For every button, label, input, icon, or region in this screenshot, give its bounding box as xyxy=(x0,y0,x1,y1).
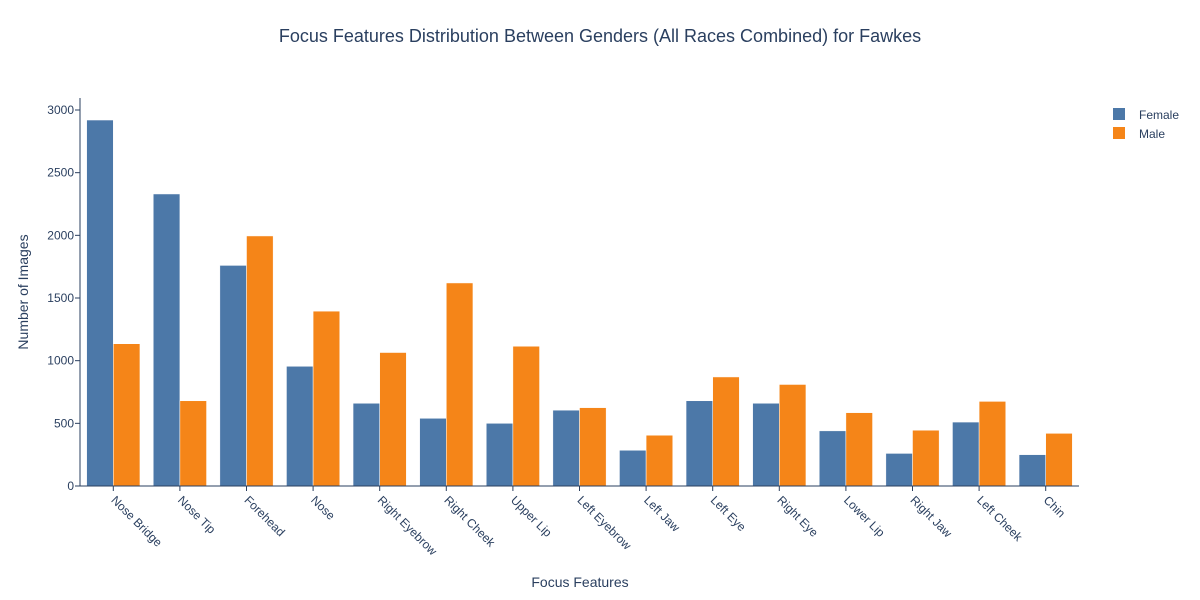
legend-label-male: Male xyxy=(1139,127,1165,141)
y-tick-label: 3000 xyxy=(47,103,74,117)
bar-male[interactable] xyxy=(113,343,141,487)
x-tick-label: Upper Lip xyxy=(508,493,555,540)
y-tick-label: 1500 xyxy=(47,291,74,305)
bar-male[interactable] xyxy=(179,400,207,487)
bar-female[interactable] xyxy=(419,418,447,487)
bar-female[interactable] xyxy=(219,265,247,487)
x-tick-label: Left Eye xyxy=(708,493,749,534)
bar-male[interactable] xyxy=(978,401,1006,487)
x-tick-label: Left Jaw xyxy=(641,493,683,535)
y-tick-label: 0 xyxy=(67,479,74,493)
bar-male[interactable] xyxy=(512,346,540,487)
x-tick-label: Chin xyxy=(1041,493,1068,520)
legend-swatch-female[interactable] xyxy=(1113,108,1125,120)
bar-female[interactable] xyxy=(286,366,314,487)
bar-female[interactable] xyxy=(619,450,647,487)
bar-male[interactable] xyxy=(312,310,340,487)
y-tick-label: 2000 xyxy=(47,228,74,242)
bar-male[interactable] xyxy=(379,352,407,487)
bar-male[interactable] xyxy=(246,235,274,487)
bar-female[interactable] xyxy=(819,430,847,487)
bar-male[interactable] xyxy=(446,282,474,487)
y-tick-label: 2500 xyxy=(47,166,74,180)
x-tick-label: Lower Lip xyxy=(841,493,888,540)
bar-male[interactable] xyxy=(912,429,940,487)
bar-male[interactable] xyxy=(579,407,607,487)
bar-male[interactable] xyxy=(1045,433,1073,487)
x-tick-label: Nose Bridge xyxy=(108,493,165,550)
bar-male[interactable] xyxy=(712,376,740,487)
x-tick-label: Right Cheek xyxy=(441,493,498,550)
x-axis-title: Focus Features xyxy=(531,574,628,590)
y-axis-title: Number of Images xyxy=(15,234,31,349)
bar-female[interactable] xyxy=(552,409,580,487)
x-tick-label: Forehead xyxy=(242,493,288,539)
x-tick-label: Left Eyebrow xyxy=(575,493,635,553)
legend-label-female: Female xyxy=(1139,108,1179,122)
bar-female[interactable] xyxy=(885,453,913,487)
y-tick-label: 500 xyxy=(54,416,74,430)
bar-male[interactable] xyxy=(845,412,873,487)
y-tick-label: 1000 xyxy=(47,354,74,368)
x-tick-label: Left Cheek xyxy=(974,493,1026,545)
x-tick-label: Right Jaw xyxy=(908,493,955,540)
legend-swatch-male[interactable] xyxy=(1113,127,1125,139)
legend[interactable]: Female Male xyxy=(1113,108,1179,141)
bar-female[interactable] xyxy=(685,400,713,487)
bar-female[interactable] xyxy=(752,403,780,487)
bar-female[interactable] xyxy=(1018,454,1046,487)
bar-male[interactable] xyxy=(645,434,673,487)
bar-female[interactable] xyxy=(86,119,114,487)
x-tick-label: Nose Tip xyxy=(175,493,219,537)
bar-female[interactable] xyxy=(153,193,181,487)
bar-female[interactable] xyxy=(352,403,380,487)
plot-area: 0 500 1000 1500 2000 2500 3000 Nose Bridge Nose … xyxy=(47,103,1073,558)
bar-female[interactable] xyxy=(486,423,514,487)
x-tick-label: Right Eye xyxy=(774,493,821,540)
x-tick-label: Right Eyebrow xyxy=(375,493,440,558)
bar-female[interactable] xyxy=(952,421,980,487)
bar-male[interactable] xyxy=(779,384,807,487)
chart-title: Focus Features Distribution Between Gend… xyxy=(279,26,921,46)
x-tick-label: Nose xyxy=(308,493,338,523)
